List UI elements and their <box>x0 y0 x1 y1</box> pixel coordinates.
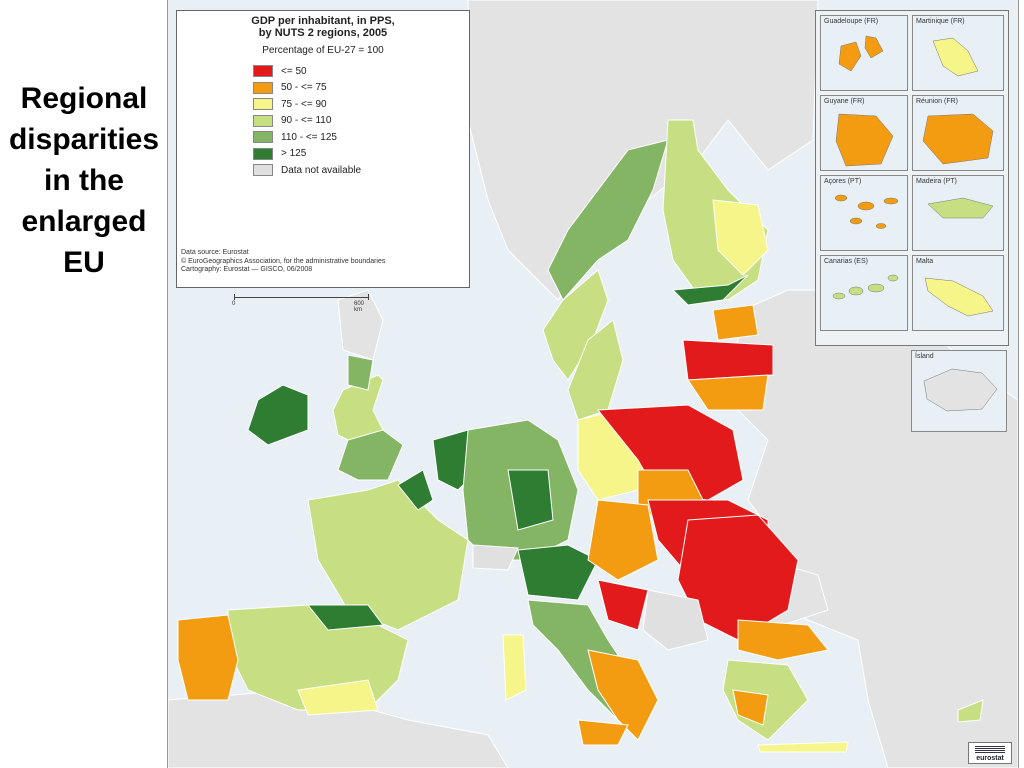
inset-guyane: Guyane (FR) <box>820 95 908 171</box>
legend-item: <= 50 <box>253 63 361 80</box>
eurostat-logo: eurostat <box>968 742 1012 764</box>
inset-title: Madeira (PT) <box>916 178 957 185</box>
legend-item: > 125 <box>253 146 361 163</box>
legend-title: GDP per inhabitant, in PPS, by NUTS 2 re… <box>177 15 469 39</box>
legend-label: <= 50 <box>281 65 307 77</box>
data-source-note: Data source: Eurostat © EuroGeographics … <box>181 249 385 275</box>
greece <box>722 659 984 753</box>
inset-map <box>832 274 899 300</box>
scale-tick <box>234 294 235 300</box>
slide-title-line: Regional <box>20 82 148 115</box>
inset-acores: Açores (PT) <box>820 175 908 251</box>
inset-map <box>835 113 894 167</box>
legend-label: 90 - <= 110 <box>281 115 332 127</box>
baltic-states <box>682 304 774 411</box>
british-isles <box>247 354 404 481</box>
inset-map <box>924 277 994 317</box>
source-line: © EuroGeographics Association, for the a… <box>181 257 386 265</box>
outermost-regions-panel: Guadeloupe (FR) Martinique (FR) Guyane (… <box>815 10 1009 346</box>
legend-swatch <box>253 98 273 111</box>
legend-swatch <box>253 65 273 78</box>
slide-title-line: EU <box>63 246 105 279</box>
slide-title-line: disparities <box>8 123 160 156</box>
legend-swatch <box>253 114 273 127</box>
inset-malta: Malta <box>912 255 1004 331</box>
inset-iceland: Ísland <box>911 350 1007 432</box>
inset-map <box>927 197 994 219</box>
inset-title: Guadeloupe (FR) <box>824 18 879 25</box>
inset-madeira: Madeira (PT) <box>912 175 1004 251</box>
legend-subtitle: Percentage of EU-27 = 100 <box>262 45 384 56</box>
legend-items: <= 50 50 - <= 75 75 - <= 90 90 - <= 110 … <box>253 63 361 179</box>
inset-map <box>932 37 979 77</box>
inset-map <box>923 368 998 412</box>
legend-item: Data not available <box>253 162 361 179</box>
inset-title: Canarias (ES) <box>824 258 868 265</box>
source-line: Data source: Eurostat <box>181 249 249 256</box>
source-line: Cartography: Eurostat — GISCO, 06/2008 <box>181 266 313 273</box>
inset-title: Malta <box>916 258 934 265</box>
legend-label: Data not available <box>281 164 362 176</box>
central-eastern-europe <box>577 404 829 661</box>
legend-item: 110 - <= 125 <box>253 129 361 146</box>
slide-title-line: in the <box>44 164 124 197</box>
legend-item: 90 - <= 110 <box>253 113 361 130</box>
map-legend: GDP per inhabitant, in PPS, by NUTS 2 re… <box>176 10 470 288</box>
legend-swatch <box>253 131 273 144</box>
scale-end-label: 600 km <box>354 301 365 313</box>
legend-label: > 125 <box>281 148 307 160</box>
scale-start-label: 0 <box>232 301 236 307</box>
scandinavia <box>542 119 769 421</box>
inset-title: Réunion (FR) <box>916 98 959 105</box>
legend-swatch <box>253 81 273 94</box>
inset-map <box>838 35 884 72</box>
logo-text: eurostat <box>976 755 1004 762</box>
scale-tick <box>368 294 369 300</box>
iberia <box>177 604 409 716</box>
scale-line <box>234 297 368 298</box>
legend-swatch <box>253 164 273 177</box>
inset-reunion: Réunion (FR) <box>912 95 1004 171</box>
inset-title: Martinique (FR) <box>916 18 965 25</box>
legend-item: 75 - <= 90 <box>253 96 361 113</box>
legend-label: 110 - <= 125 <box>281 131 337 143</box>
legend-label: 75 - <= 90 <box>281 98 327 110</box>
legend-item: 50 - <= 75 <box>253 80 361 97</box>
inset-martinique: Martinique (FR) <box>912 15 1004 91</box>
slide-title: Regional disparities in the enlarged EU <box>0 78 168 283</box>
slide-title-line: enlarged <box>21 205 147 238</box>
legend-title-line: by NUTS 2 regions, 2005 <box>258 27 388 39</box>
legend-label: 50 - <= 75 <box>281 82 327 94</box>
inset-map <box>922 113 994 165</box>
inset-title: Ísland <box>915 353 934 360</box>
scale-bar: 0 600 km <box>232 294 372 313</box>
legend-swatch <box>253 147 273 160</box>
inset-canarias: Canarias (ES) <box>820 255 908 331</box>
legend-title-line: GDP per inhabitant, in PPS, <box>251 15 395 27</box>
inset-guadeloupe: Guadeloupe (FR) <box>820 15 908 91</box>
western-europe <box>307 419 599 631</box>
logo-mark <box>975 746 1005 754</box>
gdp-map: GDP per inhabitant, in PPS, by NUTS 2 re… <box>167 0 1019 768</box>
inset-title: Guyane (FR) <box>824 98 865 105</box>
inset-map <box>834 194 899 229</box>
italy <box>502 599 659 746</box>
inset-title: Açores (PT) <box>824 178 862 185</box>
